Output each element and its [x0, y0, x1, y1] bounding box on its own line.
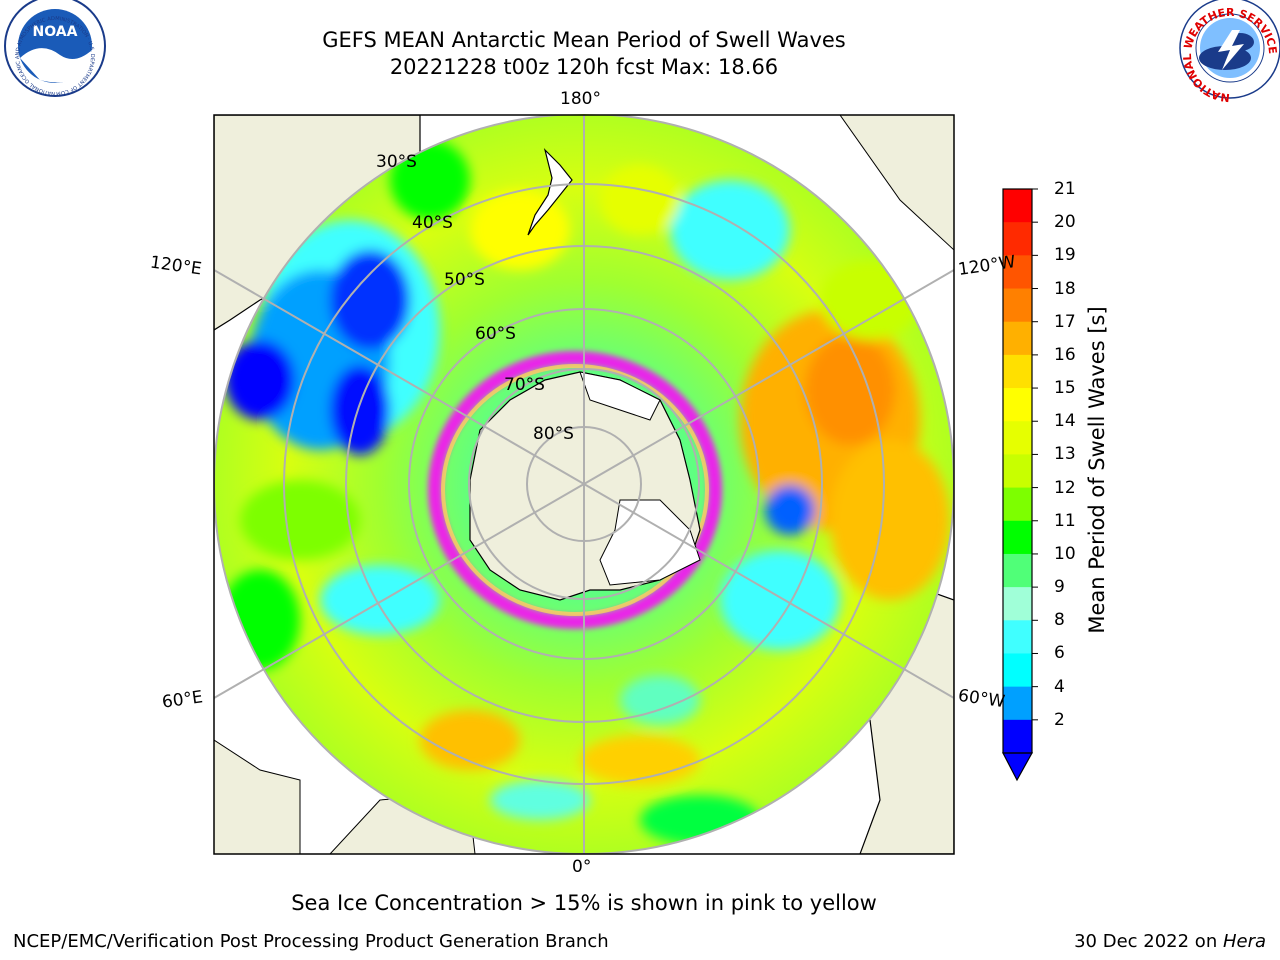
- colorbar-tick-label: 2: [1054, 709, 1065, 730]
- lat-label-50s: 50°S: [444, 270, 485, 290]
- colorbar-tick-label: 14: [1054, 411, 1076, 432]
- lon-label-180: 180°: [560, 89, 601, 109]
- colorbar-tick-label: 4: [1054, 676, 1065, 697]
- map-frame-border: [213, 114, 955, 855]
- lat-label-40s: 40°S: [412, 213, 453, 233]
- footer-date: 30 Dec 2022 on Hera: [1074, 931, 1266, 952]
- chart-title: GEFS MEAN Antarctic Mean Period of Swell…: [322, 28, 846, 52]
- colorbar-segment: [1003, 553, 1032, 588]
- sea-ice-note: Sea Ice Concentration > 15% is shown in …: [291, 891, 877, 915]
- colorbar-tick-label: 10: [1054, 543, 1076, 564]
- colorbar-tick-label: 13: [1054, 444, 1076, 465]
- colorbar-segment: [1003, 454, 1032, 489]
- lat-label-30s: 30°S: [376, 152, 417, 172]
- noaa-logo: NOAA NATIONAL OCEANIC AND ATMOSPHERIC AD…: [0, 0, 106, 97]
- colorbar-segment: [1003, 354, 1032, 389]
- colorbar-segment: [1003, 520, 1032, 555]
- colorbar-segment: [1003, 222, 1032, 256]
- colorbar: [1003, 189, 1032, 754]
- colorbar-segment: [1003, 653, 1032, 688]
- colorbar-segment: [1003, 189, 1032, 223]
- colorbar-tick-label: 15: [1054, 378, 1076, 399]
- lon-label-0: 0°: [572, 857, 592, 877]
- new-zealand: [527, 148, 573, 236]
- colorbar-border: [1002, 188, 1033, 754]
- chart-subtitle: 20221228 t00z 120h fcst Max: 18.66: [389, 55, 779, 79]
- lat-label-80s: 80°S: [533, 424, 574, 444]
- colorbar-segment: [1003, 587, 1032, 621]
- colorbar-tick-label: 8: [1054, 610, 1065, 631]
- colorbar-tick-label: 16: [1054, 344, 1076, 365]
- colorbar-segment: [1003, 321, 1032, 356]
- colorbar-tick-label: 6: [1054, 643, 1065, 664]
- colorbar-tick-label: 11: [1054, 510, 1076, 531]
- colorbar-segment: [1003, 719, 1032, 754]
- colorbar-segment: [1003, 620, 1032, 654]
- weddell-ice-shelf: [599, 499, 701, 586]
- colorbar-extend-arrow: [1002, 752, 1034, 782]
- colorbar-tick-marks: [1032, 188, 1038, 721]
- footer-credit: NCEP/EMC/Verification Post Processing Pr…: [13, 931, 609, 952]
- pacific-coast-land: [839, 115, 954, 251]
- colorbar-tick-label: 17: [1054, 311, 1076, 332]
- swell-period-field: [214, 114, 954, 854]
- madagascar-region-land: [214, 739, 301, 854]
- colorbar-tick-label: 12: [1054, 477, 1076, 498]
- lat-label-60s: 60°S: [475, 324, 516, 344]
- lat-label-70s: 70°S: [504, 375, 545, 395]
- colorbar-segment: [1003, 388, 1032, 422]
- colorbar-segment: [1003, 487, 1032, 522]
- colorbar-tick-label: 19: [1054, 245, 1076, 266]
- colorbar-segment: [1003, 421, 1032, 455]
- colorbar-title: Mean Period of Swell Waves [s]: [1085, 306, 1109, 634]
- footer-host: Hera: [1222, 931, 1266, 952]
- colorbar-tick-label: 20: [1054, 212, 1076, 233]
- ross-ice-shelf: [579, 371, 661, 421]
- colorbar-tick-label: 21: [1054, 179, 1076, 199]
- colorbar-tick-label: 18: [1054, 278, 1076, 299]
- colorbar-tick-label: 9: [1054, 577, 1065, 598]
- noaa-logo-text: NOAA: [33, 24, 78, 40]
- nws-logo: NATIONAL WEATHER SERVICE: [1179, 0, 1280, 104]
- colorbar-segment: [1003, 255, 1032, 290]
- graticule: [214, 115, 954, 854]
- colorbar-segment: [1003, 288, 1032, 323]
- footer-date-text: 30 Dec 2022 on: [1074, 931, 1223, 952]
- colorbar-segment: [1003, 686, 1032, 721]
